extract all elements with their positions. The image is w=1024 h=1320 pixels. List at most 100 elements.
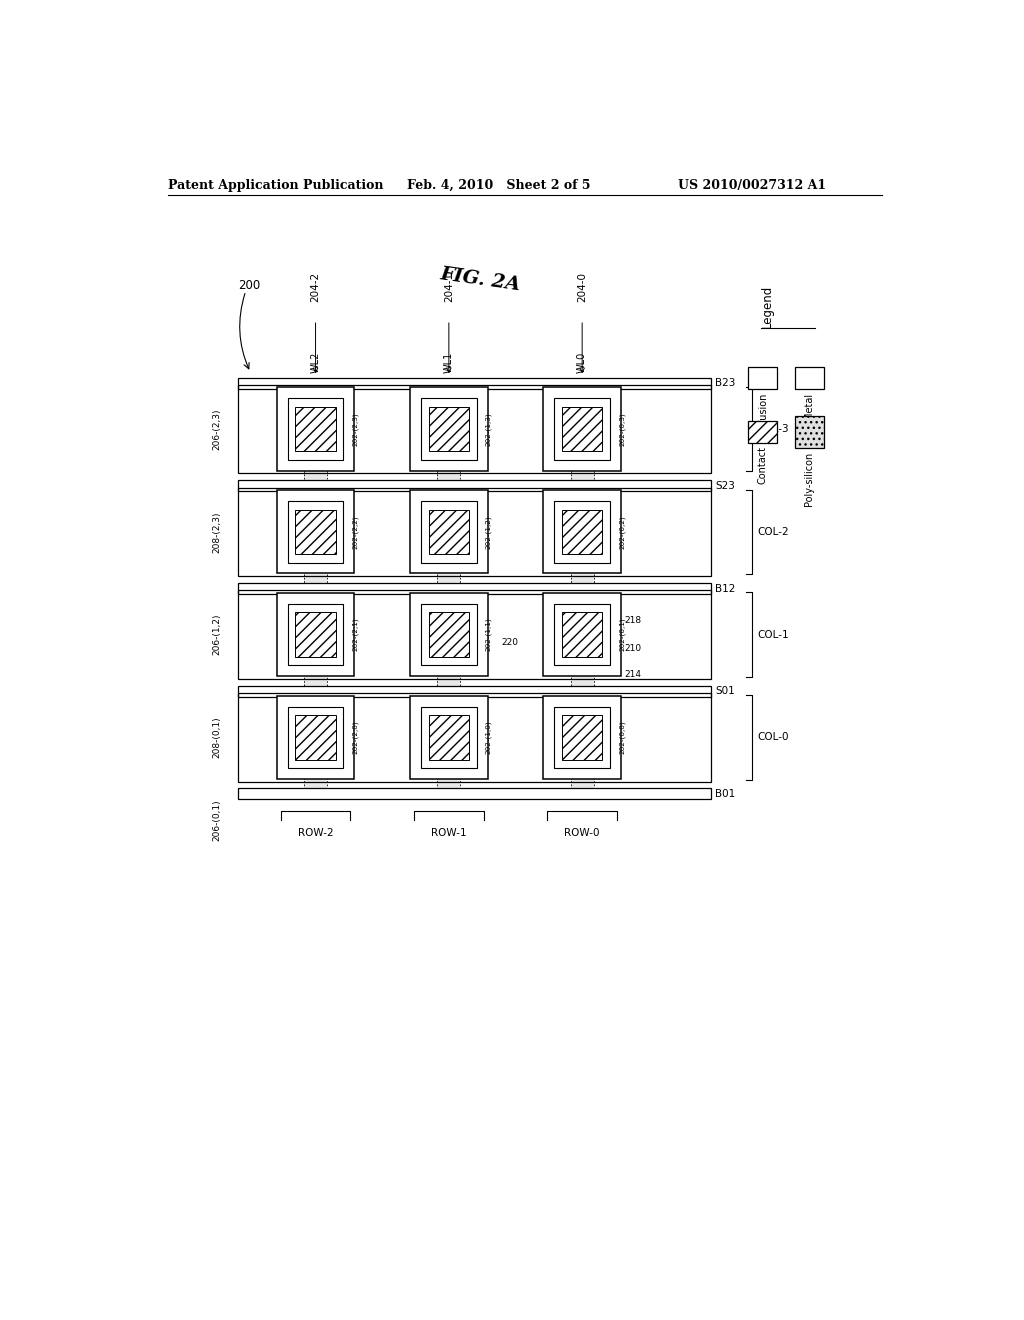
Text: FIG. 2A: FIG. 2A xyxy=(439,265,522,294)
Bar xyxy=(421,399,477,459)
Bar xyxy=(410,696,487,779)
Text: Feb. 4, 2010   Sheet 2 of 5: Feb. 4, 2010 Sheet 2 of 5 xyxy=(407,180,591,193)
Bar xyxy=(238,788,711,799)
Bar xyxy=(748,421,777,442)
Text: 202-(2,2): 202-(2,2) xyxy=(352,515,358,549)
Bar xyxy=(429,407,469,451)
Bar xyxy=(288,603,343,665)
Text: 202-(2,1): 202-(2,1) xyxy=(352,618,358,652)
Bar xyxy=(238,693,711,781)
Bar xyxy=(554,603,610,665)
Text: 202-(1,3): 202-(1,3) xyxy=(485,412,492,446)
Bar xyxy=(238,590,711,678)
Text: Poly-silicon: Poly-silicon xyxy=(804,451,814,506)
Text: ROW-0: ROW-0 xyxy=(564,828,600,837)
Bar xyxy=(238,487,711,576)
Text: 204-1: 204-1 xyxy=(443,272,454,302)
Text: 202-(0,1): 202-(0,1) xyxy=(618,618,625,652)
Text: 202-(0,0): 202-(0,0) xyxy=(618,721,625,754)
Bar xyxy=(238,378,711,388)
Bar xyxy=(238,385,711,474)
Text: Patent Application Publication: Patent Application Publication xyxy=(168,180,384,193)
Text: S01: S01 xyxy=(716,686,735,696)
Text: 206-(0,1): 206-(0,1) xyxy=(213,800,221,841)
Bar xyxy=(562,510,602,554)
Text: WL1: WL1 xyxy=(443,352,454,374)
Bar xyxy=(544,490,621,573)
Text: ROW-2: ROW-2 xyxy=(298,828,334,837)
Text: 214: 214 xyxy=(625,671,642,680)
Bar xyxy=(429,715,469,760)
Bar xyxy=(748,367,777,388)
Bar xyxy=(554,399,610,459)
Bar xyxy=(276,696,354,779)
Text: 202-(0,3): 202-(0,3) xyxy=(618,412,625,446)
Text: WL2: WL2 xyxy=(310,352,321,374)
Text: COL-3: COL-3 xyxy=(758,424,788,434)
Text: B23: B23 xyxy=(716,379,736,388)
Text: B12: B12 xyxy=(716,583,736,594)
Text: 206-(1,2): 206-(1,2) xyxy=(213,614,221,656)
Bar xyxy=(421,502,477,562)
Bar xyxy=(288,502,343,562)
Text: 202-(0,2): 202-(0,2) xyxy=(618,515,625,549)
Bar xyxy=(295,510,336,554)
Bar xyxy=(437,378,461,799)
Text: Legend: Legend xyxy=(761,285,774,327)
Text: 202-(1,0): 202-(1,0) xyxy=(485,721,492,754)
Text: 204-2: 204-2 xyxy=(310,272,321,302)
Bar xyxy=(554,706,610,768)
Text: 208-(2,3): 208-(2,3) xyxy=(213,511,221,553)
Text: 212: 212 xyxy=(426,652,442,661)
Text: 206-(2,3): 206-(2,3) xyxy=(213,408,221,450)
Text: 208-(0,1): 208-(0,1) xyxy=(213,717,221,758)
Bar xyxy=(276,490,354,573)
Bar xyxy=(562,612,602,657)
Bar xyxy=(410,388,487,471)
Bar xyxy=(429,510,469,554)
Bar xyxy=(295,407,336,451)
Bar xyxy=(544,696,621,779)
Text: Metal: Metal xyxy=(804,392,814,420)
Bar xyxy=(288,706,343,768)
Text: US 2010/0027312 A1: US 2010/0027312 A1 xyxy=(678,180,826,193)
Text: COL-0: COL-0 xyxy=(758,733,788,742)
Bar xyxy=(795,416,824,447)
Bar xyxy=(304,378,328,799)
Text: 216: 216 xyxy=(426,606,442,615)
Text: 210: 210 xyxy=(625,644,642,653)
Text: 200: 200 xyxy=(238,279,260,292)
Bar xyxy=(238,686,711,697)
Text: COL-2: COL-2 xyxy=(758,527,788,537)
Text: ROW-1: ROW-1 xyxy=(431,828,467,837)
Bar xyxy=(295,715,336,760)
Bar xyxy=(544,388,621,471)
Bar xyxy=(421,706,477,768)
Bar xyxy=(410,593,487,676)
Bar xyxy=(288,399,343,459)
Bar xyxy=(276,388,354,471)
Text: 220: 220 xyxy=(502,638,518,647)
Bar xyxy=(238,583,711,594)
Text: 202-(2,0): 202-(2,0) xyxy=(352,721,358,754)
Text: 204-0: 204-0 xyxy=(578,272,587,302)
Bar xyxy=(276,593,354,676)
Text: 202-(2,3): 202-(2,3) xyxy=(352,412,358,446)
Text: COL-1: COL-1 xyxy=(758,630,788,640)
Bar xyxy=(562,715,602,760)
Bar xyxy=(238,480,711,491)
Text: 202-(1,1): 202-(1,1) xyxy=(485,618,492,652)
Bar xyxy=(429,612,469,657)
Text: Contact: Contact xyxy=(758,446,768,484)
Text: 202-(1,2): 202-(1,2) xyxy=(485,515,492,549)
Bar xyxy=(795,367,824,388)
Bar xyxy=(295,612,336,657)
Text: 218: 218 xyxy=(625,616,642,626)
Bar xyxy=(570,378,594,799)
Bar xyxy=(410,490,487,573)
Text: WL0: WL0 xyxy=(578,352,587,374)
Text: B01: B01 xyxy=(716,788,735,799)
Text: Diffusion: Diffusion xyxy=(758,392,768,436)
Bar xyxy=(421,603,477,665)
Bar xyxy=(554,502,610,562)
